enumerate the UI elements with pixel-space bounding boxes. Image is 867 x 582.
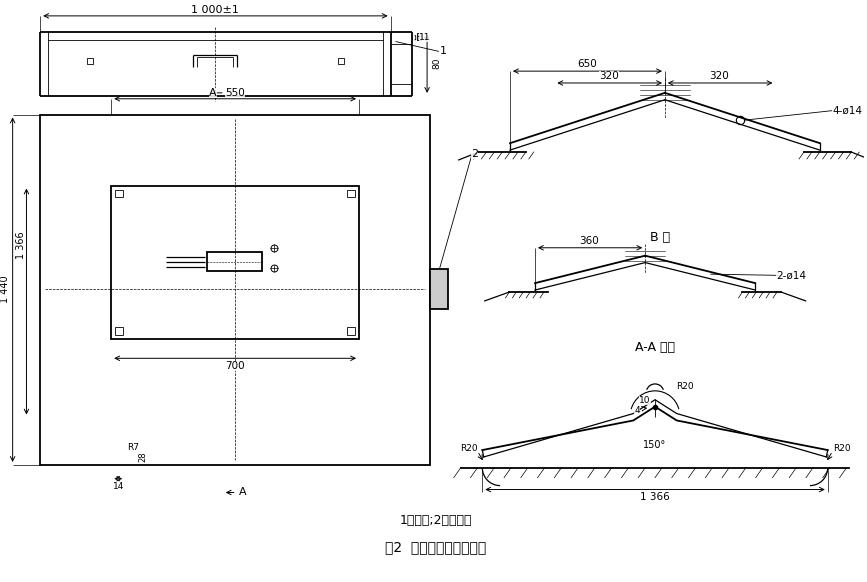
- Bar: [430, 269, 447, 309]
- Bar: [115, 190, 123, 197]
- Text: 360: 360: [579, 236, 599, 246]
- Text: 4-ø14: 4-ø14: [832, 105, 863, 116]
- Text: 10: 10: [639, 396, 651, 405]
- Text: 1－罩壳;2－观察盖: 1－罩壳;2－观察盖: [400, 514, 473, 527]
- Text: 150°: 150°: [643, 440, 667, 450]
- Text: 320: 320: [599, 71, 618, 81]
- Text: 2-ø14: 2-ø14: [776, 271, 806, 281]
- Bar: [111, 186, 359, 339]
- Text: 1 366: 1 366: [16, 231, 25, 258]
- Text: 700: 700: [225, 361, 244, 371]
- Text: A: A: [209, 88, 217, 98]
- Text: 1: 1: [440, 47, 447, 56]
- Bar: [207, 252, 263, 271]
- Bar: [347, 190, 355, 197]
- Text: 1 000±1: 1 000±1: [191, 5, 239, 15]
- Text: 1 366: 1 366: [640, 492, 670, 502]
- Text: A: A: [238, 488, 246, 498]
- Text: 320: 320: [709, 71, 729, 81]
- Text: 550: 550: [225, 88, 244, 98]
- Text: 11: 11: [420, 33, 431, 42]
- Text: 28: 28: [139, 452, 147, 462]
- Text: 650: 650: [577, 59, 596, 69]
- Bar: [87, 58, 93, 64]
- Text: R20: R20: [675, 382, 694, 392]
- Text: 14: 14: [113, 482, 124, 491]
- Bar: [40, 115, 430, 465]
- Text: B 向: B 向: [650, 232, 670, 244]
- Text: 图2  新型盖板结构示意图: 图2 新型盖板结构示意图: [385, 540, 486, 553]
- Text: B: B: [416, 33, 424, 42]
- Text: R7: R7: [127, 442, 139, 452]
- Text: 80: 80: [433, 58, 441, 69]
- Bar: [338, 58, 344, 64]
- Text: R20: R20: [460, 443, 478, 453]
- Text: 1 440: 1 440: [0, 275, 10, 303]
- Bar: [347, 327, 355, 335]
- Text: 4: 4: [635, 406, 640, 415]
- Text: 2: 2: [471, 149, 478, 159]
- Text: R20: R20: [832, 443, 851, 453]
- Text: A-A 旋转: A-A 旋转: [635, 341, 675, 354]
- Bar: [115, 327, 123, 335]
